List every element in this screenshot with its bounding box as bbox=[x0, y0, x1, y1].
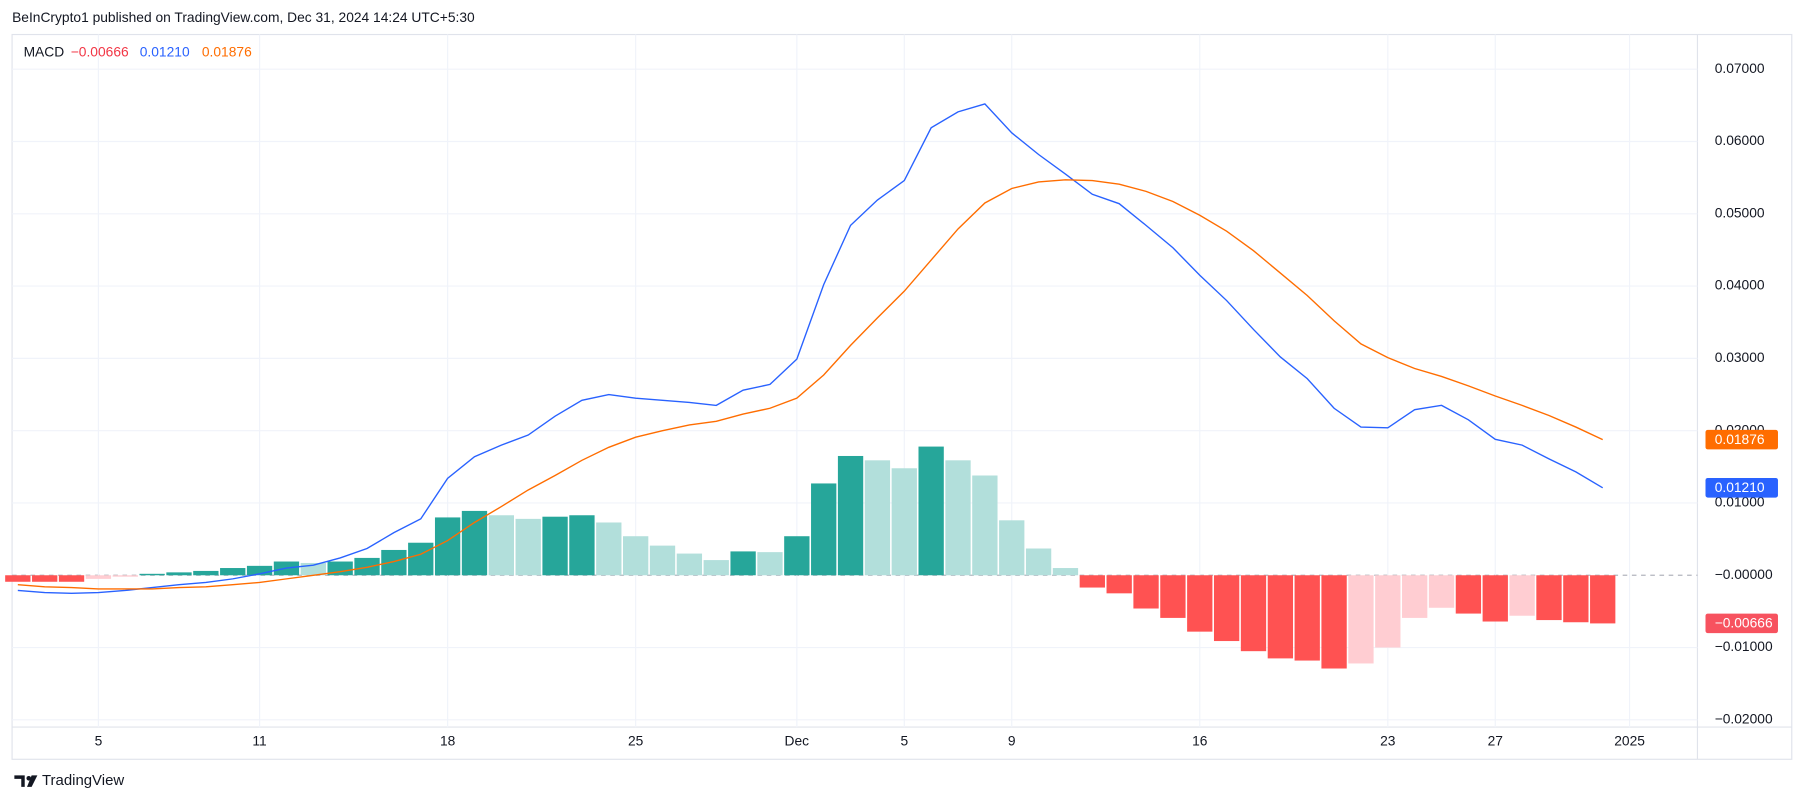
histogram-bar bbox=[381, 549, 407, 576]
price-tag bbox=[1705, 478, 1778, 498]
legend-signal: 0.01876 bbox=[202, 45, 252, 60]
histogram-bar bbox=[811, 483, 837, 576]
price-tag-label: −0.00666 bbox=[1715, 616, 1773, 631]
footer-logo bbox=[14, 775, 38, 787]
histogram-bar bbox=[488, 515, 514, 576]
histogram-bar bbox=[542, 516, 568, 576]
price-tag bbox=[1705, 429, 1778, 450]
histogram-bar bbox=[1025, 548, 1052, 576]
histogram-bar bbox=[515, 518, 541, 576]
histogram-bar bbox=[246, 565, 273, 576]
histogram-bar bbox=[1213, 575, 1240, 642]
histogram-bar bbox=[757, 552, 783, 576]
histogram-bar bbox=[1160, 575, 1186, 618]
y-tick-label: 0.06000 bbox=[1715, 133, 1765, 148]
x-tick-label: 5 bbox=[95, 734, 103, 749]
footer-brand: TradingView bbox=[42, 772, 124, 789]
histogram-bar bbox=[1079, 575, 1105, 588]
histogram-bar bbox=[1052, 568, 1079, 576]
histogram-bar bbox=[1590, 575, 1616, 624]
histogram-bar bbox=[1536, 575, 1562, 621]
histogram-bar bbox=[596, 522, 622, 576]
histogram-bar bbox=[1267, 575, 1294, 659]
histogram-bar bbox=[139, 573, 165, 576]
histogram-bar bbox=[864, 460, 891, 576]
histogram-bar bbox=[945, 460, 971, 576]
histogram-bar bbox=[784, 536, 810, 576]
histogram-bar bbox=[1375, 575, 1401, 648]
histogram-bar bbox=[434, 517, 461, 576]
legend-title: MACD bbox=[24, 45, 65, 60]
x-tick-label: 5 bbox=[900, 734, 908, 749]
histogram-bar bbox=[1240, 575, 1267, 652]
x-tick-label: Dec bbox=[785, 734, 810, 749]
y-tick-label: −0.00000 bbox=[1715, 567, 1773, 582]
histogram-bar bbox=[1428, 575, 1455, 608]
histogram-bar bbox=[837, 455, 864, 576]
price-tag-label: 0.01210 bbox=[1715, 480, 1765, 495]
histogram-bar bbox=[1455, 575, 1482, 614]
histogram-bar bbox=[193, 570, 219, 576]
histogram-bar bbox=[703, 560, 729, 576]
histogram-bar bbox=[1187, 575, 1213, 632]
histogram-bar bbox=[32, 575, 58, 582]
histogram-bar bbox=[972, 475, 998, 576]
header: BeInCrypto1 published on TradingView.com… bbox=[12, 10, 475, 25]
histogram-bar bbox=[58, 575, 85, 582]
y-tick-label: −0.01000 bbox=[1715, 639, 1773, 654]
x-tick-label: 9 bbox=[1008, 734, 1016, 749]
histogram-bar bbox=[85, 575, 112, 579]
legend-macd: 0.01210 bbox=[140, 45, 190, 60]
histogram-bar bbox=[918, 446, 944, 576]
histogram-bar bbox=[166, 572, 192, 576]
histogram-bar bbox=[1133, 575, 1159, 609]
histogram-bar bbox=[354, 557, 380, 576]
y-tick-label: 0.05000 bbox=[1715, 205, 1765, 220]
x-tick-label: 16 bbox=[1192, 734, 1208, 749]
y-tick-label: 0.07000 bbox=[1715, 61, 1765, 76]
y-tick-label: 0.03000 bbox=[1715, 350, 1765, 365]
histogram-bar bbox=[408, 542, 434, 576]
histogram-bar bbox=[676, 553, 703, 576]
x-tick-label: 23 bbox=[1380, 734, 1396, 749]
histogram-bar bbox=[730, 551, 756, 576]
price-tag-label: 0.01876 bbox=[1715, 432, 1765, 447]
x-tick-label: 18 bbox=[440, 734, 456, 749]
x-tick-label: 25 bbox=[628, 734, 644, 749]
y-tick-label: 0.01000 bbox=[1715, 495, 1765, 510]
histogram-bar bbox=[5, 575, 31, 582]
histogram-bar bbox=[1563, 575, 1589, 623]
histogram-bar bbox=[1294, 575, 1320, 661]
histogram-bar bbox=[220, 568, 246, 576]
histogram-bar bbox=[461, 510, 488, 576]
histogram-bar bbox=[999, 520, 1025, 576]
legend-histogram: −0.00666 bbox=[71, 45, 129, 60]
macd-line bbox=[17, 179, 1604, 590]
histogram-bar bbox=[1321, 575, 1347, 669]
histogram-bar bbox=[1402, 575, 1428, 618]
pane-border bbox=[11, 33, 1793, 760]
histogram-bar bbox=[1106, 575, 1132, 594]
histogram-bar bbox=[112, 575, 138, 577]
histogram-bar bbox=[1348, 575, 1374, 664]
histogram-bar bbox=[649, 545, 676, 576]
x-tick-label: 27 bbox=[1488, 734, 1503, 749]
histogram-bar bbox=[623, 536, 649, 576]
y-tick-label: 0.04000 bbox=[1715, 278, 1765, 293]
histogram-bar bbox=[1509, 575, 1535, 616]
price-tag bbox=[1705, 613, 1778, 634]
y-tick-label: −0.02000 bbox=[1715, 711, 1773, 726]
histogram-bar bbox=[569, 515, 595, 576]
histogram-bar bbox=[891, 468, 917, 576]
x-tick-label: 2025 bbox=[1614, 734, 1645, 749]
x-tick-label: 11 bbox=[252, 734, 266, 749]
histogram-bar bbox=[1482, 575, 1508, 622]
macd-line bbox=[17, 103, 1604, 595]
plot-area bbox=[5, 34, 1698, 728]
